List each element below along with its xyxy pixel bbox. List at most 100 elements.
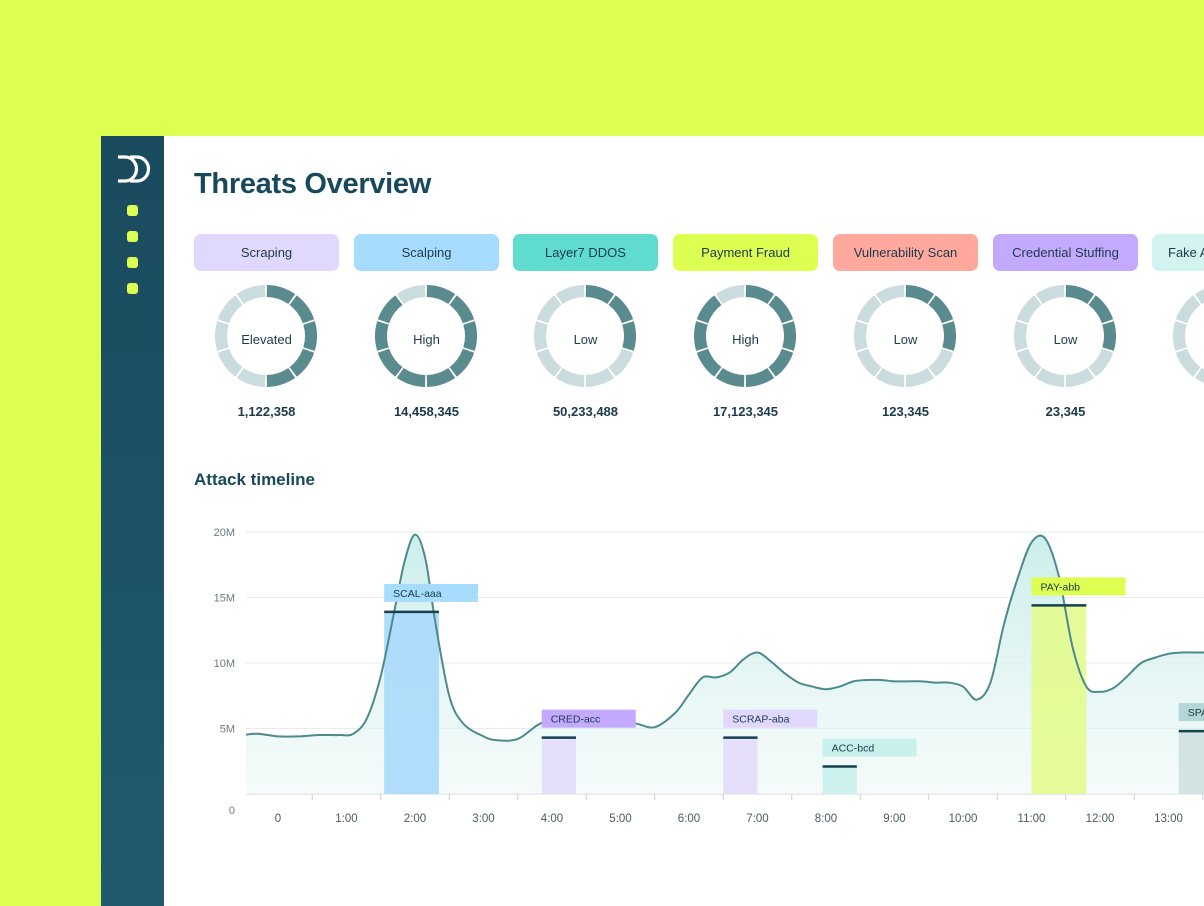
threat-level-label: Low xyxy=(893,332,918,347)
attack-bar[interactable] xyxy=(384,611,439,794)
attack-label-box[interactable] xyxy=(541,709,636,728)
x-tick-label: 13:00 xyxy=(1154,813,1183,825)
donut-segment xyxy=(555,367,585,387)
threat-level-label: High xyxy=(413,332,440,347)
donut-segment xyxy=(585,285,615,305)
donut-segment xyxy=(1175,295,1201,324)
donut-segment xyxy=(608,348,634,377)
attack-label: SPAM-abc xyxy=(1188,707,1204,719)
threat-count: 17,123,345 xyxy=(712,404,779,419)
donut-segment xyxy=(905,367,935,387)
y-tick-label: 20M xyxy=(214,527,235,539)
nav-dot-icon[interactable] xyxy=(127,231,138,242)
attack-label-box[interactable] xyxy=(1031,577,1126,596)
donut-segment xyxy=(449,295,475,324)
donut-segment xyxy=(266,285,296,305)
x-tick-label: 1:00 xyxy=(335,813,357,825)
threat-level-donut xyxy=(854,285,956,387)
dd-logo-icon[interactable] xyxy=(115,154,151,184)
donut-segment xyxy=(217,295,243,324)
donut-segment xyxy=(768,348,794,377)
nav-dot-icon[interactable] xyxy=(127,283,138,294)
x-tick-label: 0 xyxy=(275,813,281,825)
threat-count: 123,345 xyxy=(882,404,929,419)
donut-segment xyxy=(377,348,403,377)
threat-tab-credential-stuffing[interactable]: Credential Stuffing xyxy=(993,234,1138,271)
attack-label: ACC-bcd xyxy=(832,742,875,754)
donut-segment xyxy=(236,367,266,387)
threat-tab-scraping[interactable]: Scraping xyxy=(194,234,339,271)
attack-label-box[interactable] xyxy=(723,709,818,728)
sidebar xyxy=(101,136,164,906)
threat-level-donut xyxy=(694,285,796,387)
x-tick-label: 7:00 xyxy=(746,813,768,825)
donut-segment xyxy=(1065,285,1095,305)
threat-tab-layer7-ddos[interactable]: Layer7 DDOS xyxy=(513,234,658,271)
attack-timeline-chart: 0 5M 10M 15M 20M SCAL-aaa CRED-acc SCRAP-aba ACC… xyxy=(214,527,1204,825)
donut-segment xyxy=(694,321,708,351)
threat-tab-fake-accounts[interactable]: Fake Accounts xyxy=(1152,234,1204,271)
threat-tab-vulnerability-scan[interactable]: Vulnerability Scan xyxy=(833,234,978,271)
donut-segment xyxy=(377,295,403,324)
attack-label: SCAL-aaa xyxy=(393,588,442,600)
timeline-area xyxy=(246,534,1204,794)
donut-segment xyxy=(1175,348,1201,377)
attack-bar[interactable] xyxy=(822,766,857,794)
threat-level-label: Low xyxy=(1053,332,1078,347)
nav-dot-icon[interactable] xyxy=(127,205,138,216)
donut-segment xyxy=(875,367,905,387)
x-tick-label: 4:00 xyxy=(541,813,563,825)
threat-count: 14,458,345 xyxy=(393,404,460,419)
attack-bar[interactable] xyxy=(723,737,758,794)
donut-segment xyxy=(1016,348,1042,377)
donut-segment xyxy=(1035,285,1065,305)
threat-level-donut xyxy=(534,285,636,387)
donut-segment xyxy=(696,348,722,377)
donut-segment xyxy=(585,367,615,387)
donut-segment xyxy=(1102,321,1116,351)
donut-segment xyxy=(715,285,745,305)
donut-segment xyxy=(426,367,456,387)
attack-label-box[interactable] xyxy=(822,738,917,757)
donut-segment xyxy=(608,295,634,324)
attack-timeline-title: Attack timeline xyxy=(194,470,315,489)
donut-segment xyxy=(1014,321,1028,351)
donut-segment xyxy=(449,348,475,377)
x-tick-label: 12:00 xyxy=(1086,813,1115,825)
threat-level-donut xyxy=(215,285,317,387)
donut-segment xyxy=(1194,367,1204,383)
donut-segment xyxy=(396,367,426,387)
x-tick-label: 6:00 xyxy=(678,813,700,825)
threat-card-vulnerability-scan: Vulnerability Scan Low 123,345 xyxy=(833,234,978,424)
attack-bar[interactable] xyxy=(1178,731,1204,794)
donut-segment xyxy=(289,295,315,324)
threat-level-label: Elevated xyxy=(241,332,292,347)
threat-count: 50,233,488 xyxy=(552,404,619,419)
donut-segment xyxy=(1194,289,1204,305)
x-tick-label: 2:00 xyxy=(404,813,426,825)
donut-segment xyxy=(622,321,636,351)
donut-segment xyxy=(1035,367,1065,387)
nav-dot-icon[interactable] xyxy=(127,257,138,268)
donut-segment xyxy=(555,285,585,305)
donut-segment xyxy=(1016,295,1042,324)
threat-level-donut xyxy=(1014,285,1116,387)
attack-label-box[interactable] xyxy=(384,583,479,602)
x-tick-label: 3:00 xyxy=(472,813,494,825)
donut-segment xyxy=(768,295,794,324)
donut-segment xyxy=(782,321,796,351)
donut-segment xyxy=(854,321,868,351)
threat-card-fake-accounts: Fake Accounts xyxy=(1152,234,1204,424)
threat-tab-payment-fraud[interactable]: Payment Fraud xyxy=(673,234,818,271)
donut-segment xyxy=(426,285,456,305)
x-tick-label: 8:00 xyxy=(815,813,837,825)
threat-level-label: High xyxy=(732,332,759,347)
attack-bar[interactable] xyxy=(1031,605,1087,794)
donut-segment xyxy=(1065,367,1095,387)
attack-label: SCRAP-aba xyxy=(732,714,789,726)
threat-tab-scalping[interactable]: Scalping xyxy=(354,234,499,271)
attack-label-box[interactable] xyxy=(1178,703,1204,722)
threat-card-scalping: Scalping High 14,458,345 xyxy=(354,234,499,424)
attack-bar[interactable] xyxy=(541,737,576,794)
donut-segment xyxy=(696,295,722,324)
